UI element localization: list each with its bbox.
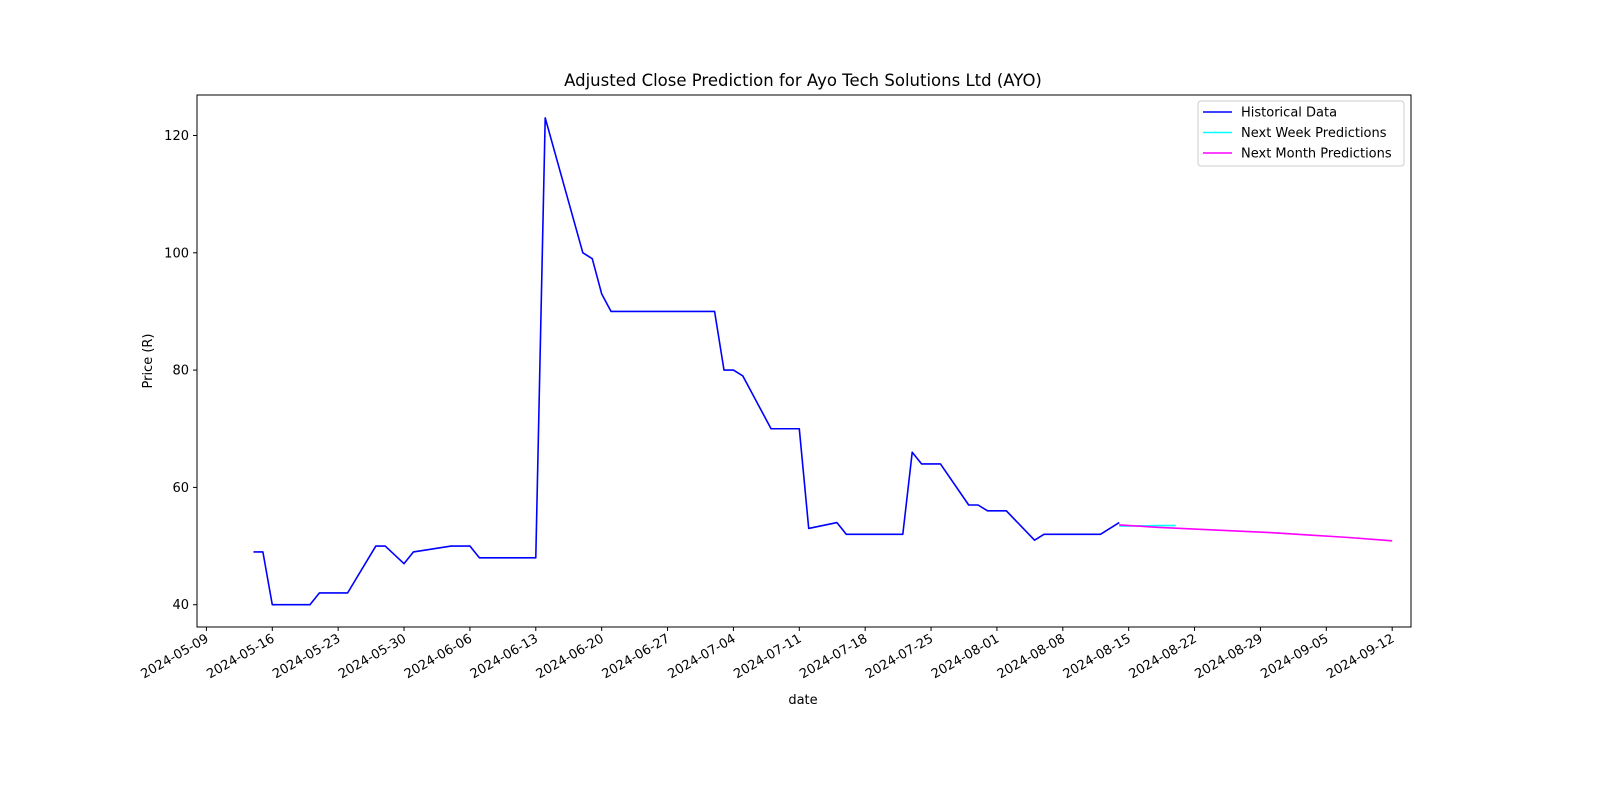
legend-box — [1197, 100, 1405, 167]
y-tick-label: 80 — [172, 364, 189, 379]
y-axis-label: Price (R) — [141, 333, 156, 388]
y-axis: 40 60 80 100 120 — [164, 129, 197, 613]
y-tick-label: 120 — [164, 129, 189, 144]
y-tick-label: 60 — [172, 481, 189, 496]
legend-label-0: Historical Data — [1241, 106, 1337, 121]
legend-label-1: Next Week Predictions — [1241, 126, 1387, 141]
series-line-2 — [1119, 524, 1393, 542]
chart-title: Adjusted Close Prediction for Ayo Tech S… — [564, 71, 1042, 90]
legend: Historical Data Next Week Predictions Next… — [1197, 100, 1405, 167]
legend-label-2: Next Month Predictions — [1241, 147, 1392, 162]
y-tick-label: 100 — [164, 246, 189, 261]
series-line-0 — [253, 117, 1120, 606]
plot-frame — [196, 94, 1412, 628]
plot-area — [253, 117, 1393, 606]
x-axis-label: date — [788, 693, 817, 708]
y-tick-label: 40 — [172, 598, 189, 613]
